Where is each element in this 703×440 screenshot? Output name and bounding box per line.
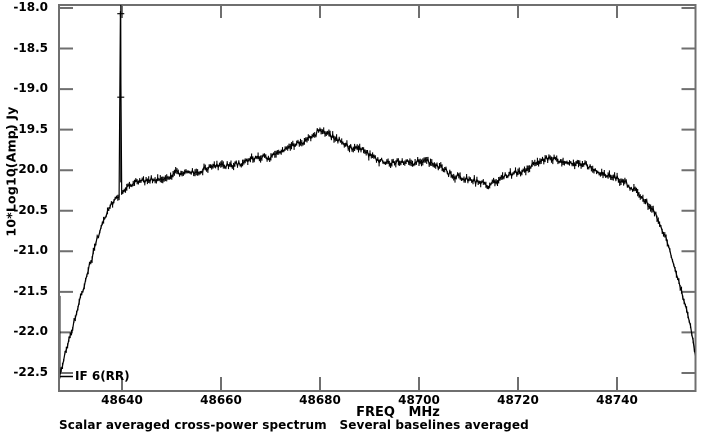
x-tick-label: 48660: [200, 393, 242, 407]
x-tick-label: 48700: [398, 393, 440, 407]
y-tick-label: -18.5: [13, 40, 48, 55]
axis-ticks: [59, 5, 696, 391]
y-tick-label: -21.5: [13, 283, 48, 298]
x-tick-label: 48680: [299, 393, 341, 407]
spectrum-error-bars: [60, 5, 695, 379]
if-annotation-label: IF 6(RR): [75, 369, 130, 383]
x-tick-label: 48640: [101, 393, 143, 407]
y-tick-label: -19.5: [13, 121, 48, 136]
y-tick-label: -22.0: [13, 324, 48, 339]
x-tick-label: 48740: [596, 393, 638, 407]
y-tick-label: -20.0: [13, 162, 48, 177]
x-tick-label: 48720: [497, 393, 539, 407]
plot-caption: Scalar averaged cross-power spectrum Sev…: [59, 418, 529, 432]
spectrum-curve: [60, 13, 695, 376]
y-tick-label: -22.5: [13, 364, 48, 379]
y-tick-label: -19.0: [13, 81, 48, 96]
x-axis-title: FREQ MHz: [356, 405, 440, 420]
y-tick-label: -20.5: [13, 202, 48, 217]
y-tick-label: -18.0: [13, 0, 48, 14]
y-tick-label: -21.0: [13, 243, 48, 258]
plot-frame: [58, 4, 697, 392]
y-axis-title: 10*Log10(Amp) Jy: [3, 106, 19, 237]
